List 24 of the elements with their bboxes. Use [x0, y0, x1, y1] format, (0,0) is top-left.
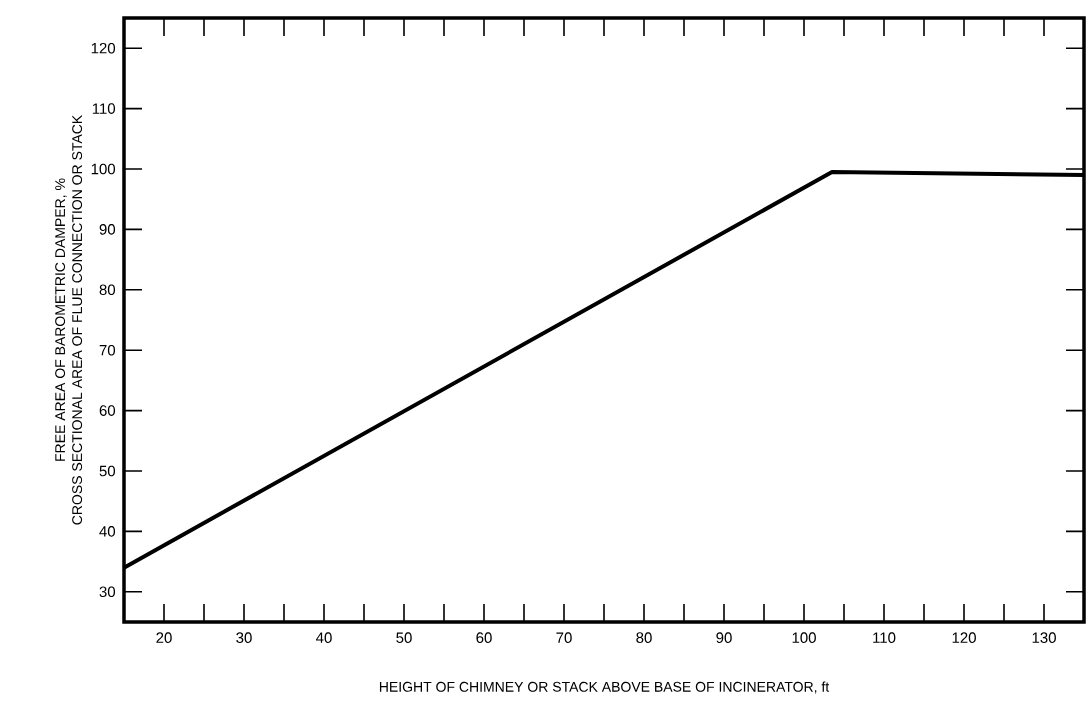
y-tick-label: 50 [99, 465, 116, 477]
x-tick-label: 110 [873, 632, 896, 643]
x-tick-label: 80 [636, 632, 652, 643]
y-tick-label: 80 [99, 284, 116, 296]
y-tick-label: 70 [99, 344, 116, 356]
y-tick-label: 120 [91, 42, 116, 54]
y-tick-label: 30 [99, 586, 116, 598]
x-tick-label: 120 [952, 632, 976, 643]
y-tick-label: 90 [99, 224, 116, 235]
y-axis-title: FREE AREA OF BAROMETRIC DAMPER, % CROSS SECTIONAL AREA OF FLUE CONNECTION OR STACK [55, 114, 83, 525]
x-tick-label: 60 [476, 632, 492, 643]
y-tick-label: 110 [92, 103, 116, 114]
x-axis-title: HEIGHT OF CHIMNEY OR STACK ABOVE BASE OF INCINERATOR, ft [379, 681, 830, 694]
x-tick-label: 100 [792, 632, 816, 643]
x-tick-label: 70 [556, 632, 572, 643]
x-tick-label: 90 [716, 632, 732, 643]
x-tick-label: 30 [236, 632, 252, 643]
x-tick-label: 50 [396, 632, 412, 643]
x-tick-label: 20 [156, 632, 172, 643]
y-tick-label: 60 [99, 405, 116, 416]
y-tick-label: 40 [99, 526, 116, 537]
x-tick-label: 40 [316, 632, 332, 643]
y-tick-label: 100 [91, 163, 116, 175]
x-tick-label: 130 [1032, 632, 1056, 643]
